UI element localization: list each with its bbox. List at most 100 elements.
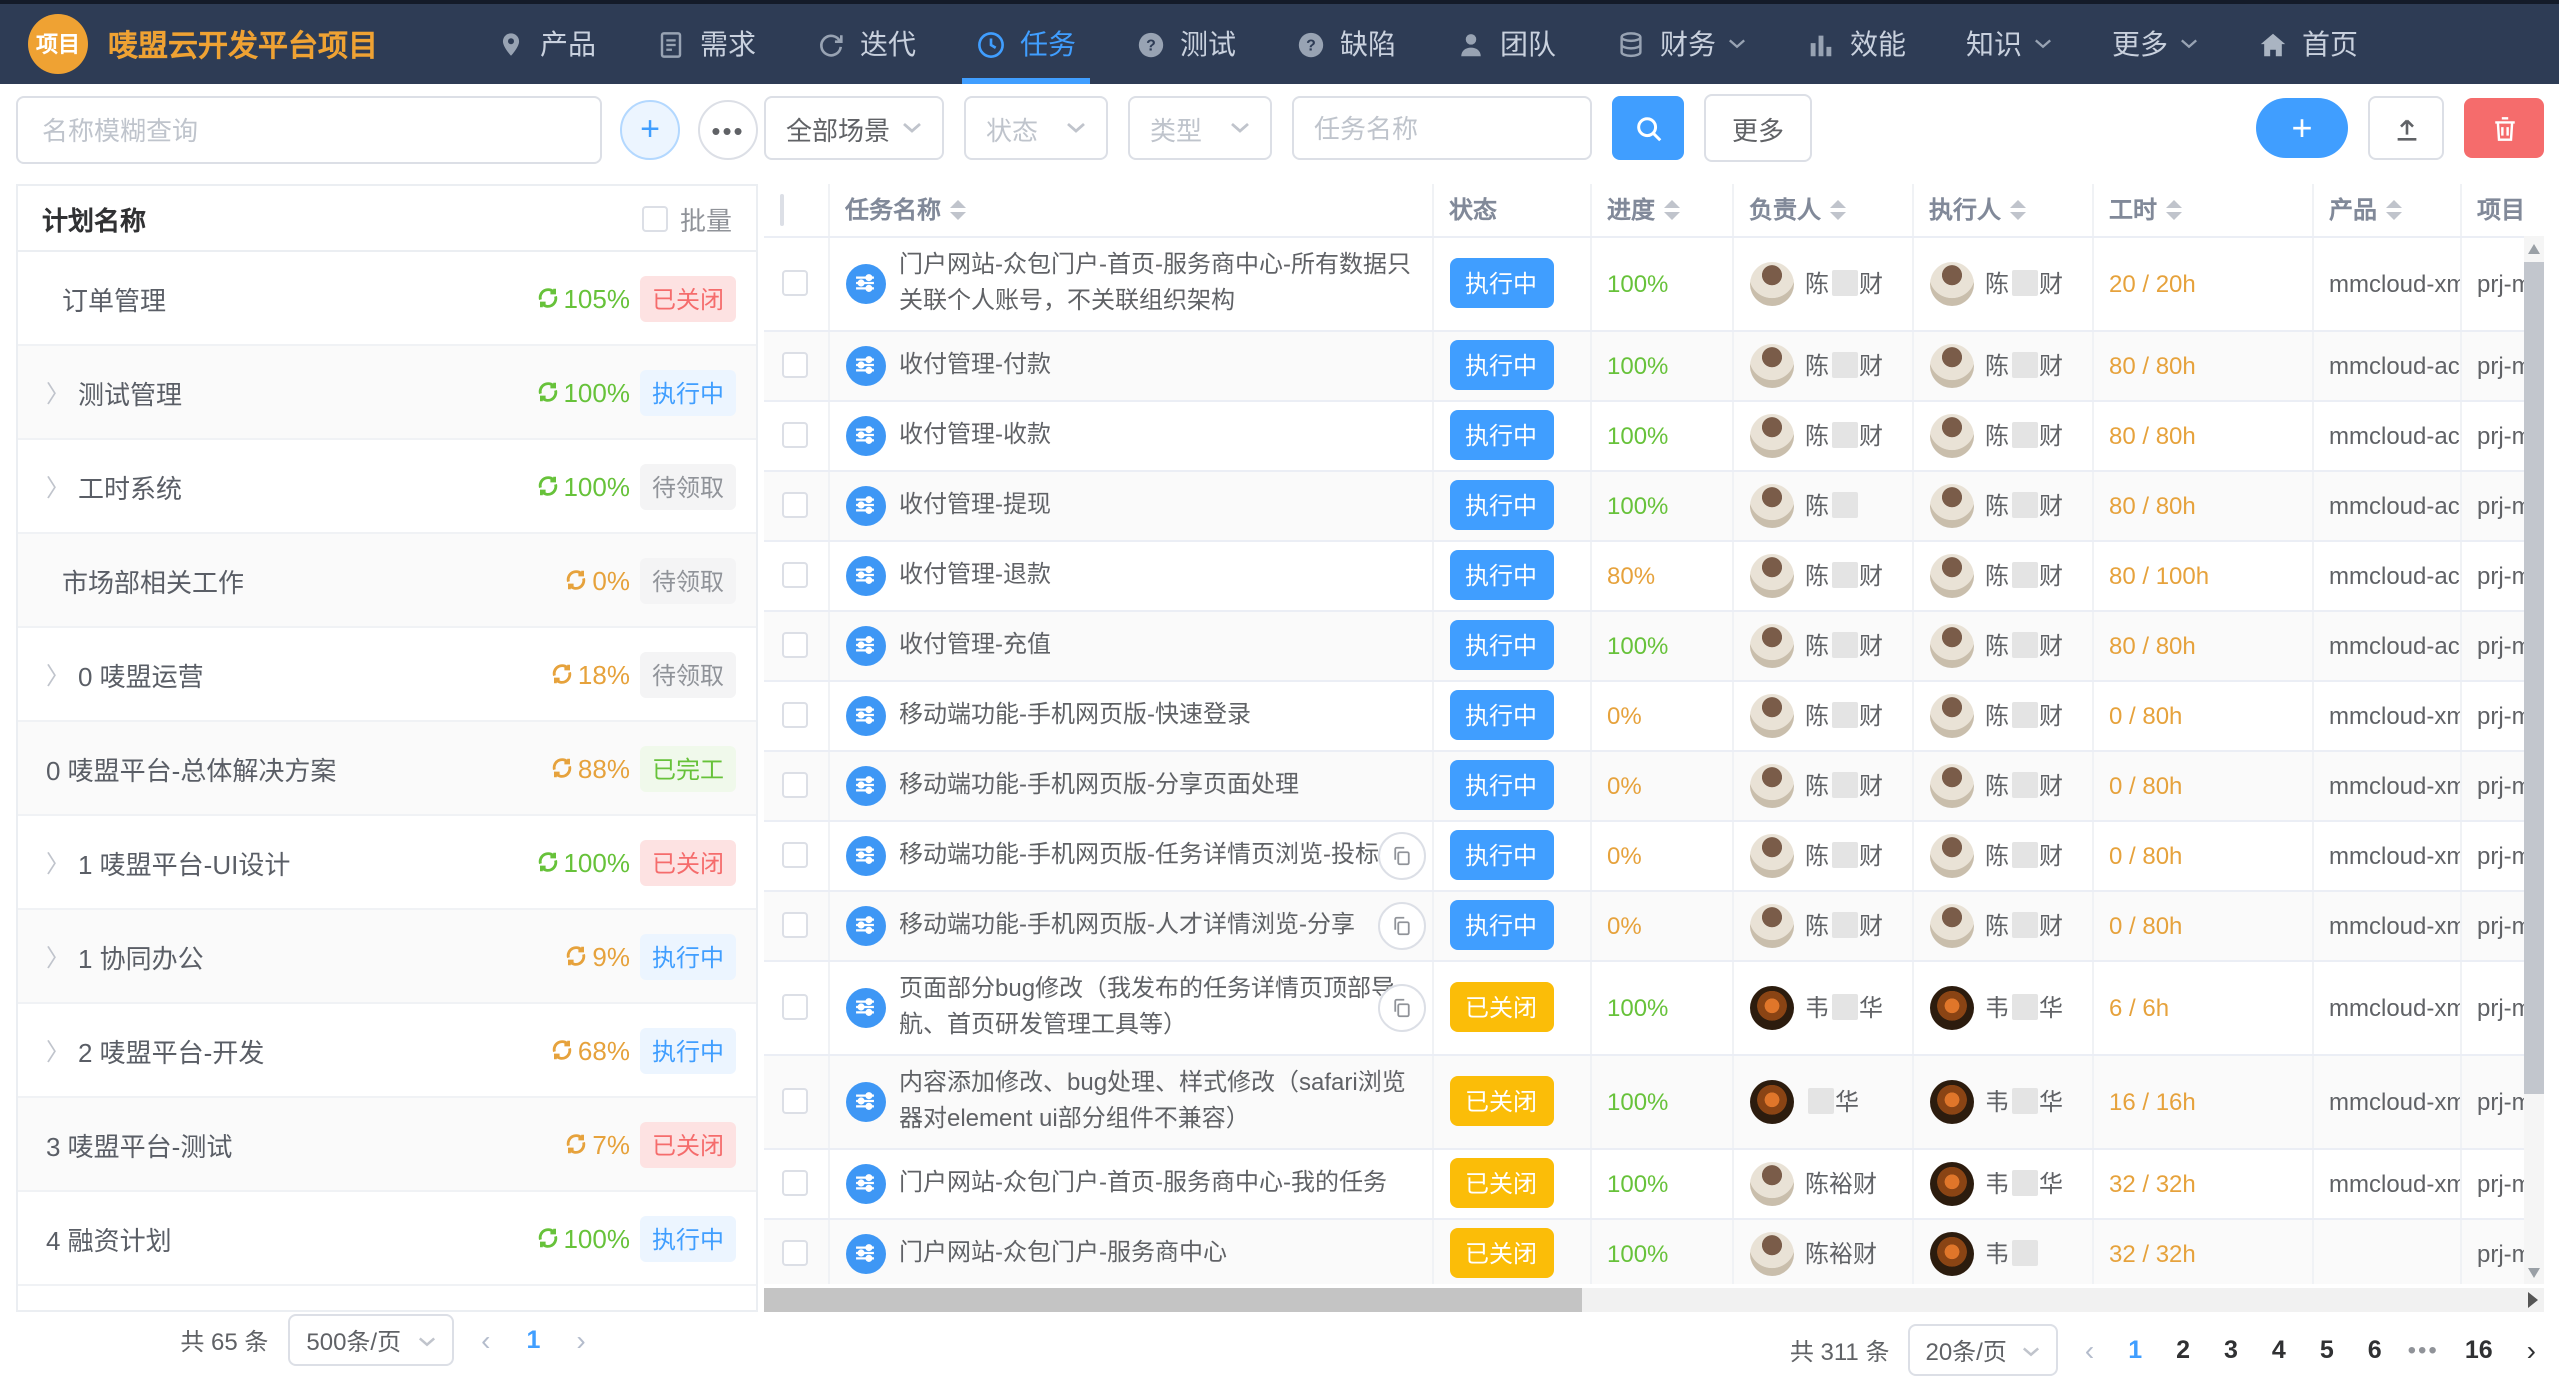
- page-number-6[interactable]: 6: [2367, 1336, 2382, 1364]
- table-row[interactable]: 收付管理-付款 执行中 100% 陈财 陈财 80 / 80h mmcloud-ac prj-…: [764, 330, 2524, 401]
- row-checkbox[interactable]: [782, 994, 809, 1020]
- row-checkbox[interactable]: [782, 492, 809, 518]
- select-all-checkbox[interactable]: [780, 193, 784, 226]
- plan-row[interactable]: 订单管理 105% 已关闭: [18, 252, 756, 346]
- table-row[interactable]: 收付管理-提现 执行中 100% 陈 陈财 80 / 80h mmcloud-ac prj-m: [764, 470, 2524, 541]
- expand-arrow-icon[interactable]: 〉: [46, 943, 71, 971]
- scroll-right-arrow[interactable]: [2520, 1288, 2544, 1312]
- table-row[interactable]: 门户网站-众包门户-首页-服务商中心-所有数据只关联个人账号，不关联组织架构 执行…: [764, 236, 2524, 331]
- plan-row[interactable]: 〉 2 唛盟平台-开发 68% 执行中: [18, 1004, 756, 1098]
- sort-arrows[interactable]: [2165, 199, 2182, 220]
- delete-button[interactable]: [2464, 98, 2544, 158]
- nav-item-团队[interactable]: 团队: [1426, 4, 1586, 84]
- horizontal-scroll-thumb[interactable]: [764, 1288, 1583, 1312]
- table-row[interactable]: 移动端功能-手机网页版-快速登录 执行中 0% 陈财 陈财 0 / 80h mmcloud-…: [764, 680, 2524, 751]
- expand-arrow-icon[interactable]: 〉: [46, 1037, 71, 1065]
- table-row[interactable]: 门户网站-众包门户-服务商中心 已关闭 100% 陈裕财 韦 32 / 32h prj-m: [764, 1218, 2524, 1284]
- table-row[interactable]: 门户网站-众包门户-首页-服务商中心-我的任务 已关闭 100% 陈裕财 韦华 32 / …: [764, 1148, 2524, 1219]
- copy-button[interactable]: [1377, 983, 1425, 1031]
- table-row[interactable]: 页面部分bug修改（我发布的任务详情页顶部导航、首页研发管理工具等） 已关闭 100…: [764, 960, 2524, 1055]
- table-row[interactable]: 收付管理-退款 执行中 80% 陈财 陈财 80 / 100h mmcloud-ac prj-…: [764, 540, 2524, 611]
- row-checkbox[interactable]: [782, 562, 809, 588]
- row-checkbox[interactable]: [782, 772, 809, 798]
- row-checkbox[interactable]: [782, 842, 809, 868]
- page-number-3[interactable]: 3: [2224, 1336, 2238, 1364]
- more-filters-button[interactable]: 更多: [1704, 94, 1813, 162]
- nav-item-知识[interactable]: 知识: [1936, 4, 2082, 84]
- plan-row[interactable]: 市场部相关工作 0% 待领取: [18, 534, 756, 628]
- scroll-up-arrow[interactable]: [2524, 236, 2544, 260]
- status-select[interactable]: 状态: [964, 96, 1108, 160]
- copy-button[interactable]: [1377, 831, 1425, 879]
- prev-page-button[interactable]: ‹: [481, 1324, 491, 1356]
- nav-item-缺陷[interactable]: ? 缺陷: [1266, 4, 1426, 84]
- page-number-16[interactable]: 16: [2464, 1336, 2493, 1364]
- table-row[interactable]: 收付管理-收款 执行中 100% 陈财 陈财 80 / 80h mmcloud-ac prj-…: [764, 400, 2524, 471]
- expand-arrow-icon[interactable]: 〉: [46, 473, 71, 501]
- scene-select[interactable]: 全部场景: [764, 96, 944, 160]
- page-size-select[interactable]: 500条/页: [288, 1314, 454, 1366]
- sort-arrows[interactable]: [2009, 199, 2026, 220]
- table-row[interactable]: 移动端功能-手机网页版-人才详情浏览-分享 执行中 0% 陈财 陈财 0 / 80h mmc…: [764, 890, 2524, 961]
- prev-page-button[interactable]: ‹: [2084, 1334, 2095, 1366]
- expand-arrow-icon[interactable]: 〉: [46, 379, 71, 407]
- row-checkbox[interactable]: [782, 270, 809, 296]
- sort-arrows[interactable]: [1829, 199, 1846, 220]
- plan-more-button[interactable]: •••: [698, 100, 758, 160]
- type-select[interactable]: 类型: [1128, 96, 1272, 160]
- scroll-down-arrow[interactable]: [2524, 1260, 2544, 1284]
- plan-search-input[interactable]: [16, 96, 602, 164]
- add-task-button[interactable]: +: [2256, 98, 2348, 158]
- row-checkbox[interactable]: [782, 702, 809, 728]
- expand-arrow-icon[interactable]: 〉: [46, 661, 71, 689]
- plan-row[interactable]: 〉 0 唛盟运营 18% 待领取: [18, 628, 756, 722]
- batch-checkbox[interactable]: [641, 205, 668, 231]
- plan-row[interactable]: 0 唛盟平台-总体解决方案 88% 已完工: [18, 722, 756, 816]
- plan-row[interactable]: 3 唛盟平台-测试 7% 已关闭: [18, 1098, 756, 1192]
- page-number-4[interactable]: 4: [2271, 1336, 2286, 1364]
- row-checkbox[interactable]: [782, 632, 809, 658]
- next-page-button[interactable]: ›: [576, 1324, 586, 1356]
- nav-item-测试[interactable]: ? 测试: [1106, 4, 1266, 84]
- plan-row[interactable]: 〉 1 唛盟平台-UI设计 100% 已关闭: [18, 816, 756, 910]
- task-name-input[interactable]: [1292, 96, 1592, 160]
- row-checkbox[interactable]: [782, 1088, 809, 1114]
- row-checkbox[interactable]: [782, 422, 809, 448]
- table-row[interactable]: 内容添加修改、bug处理、样式修改（safari浏览器对element ui部分…: [764, 1054, 2524, 1149]
- row-checkbox[interactable]: [782, 1240, 809, 1266]
- copy-button[interactable]: [1377, 901, 1425, 949]
- plan-row[interactable]: 〉测试管理 100% 执行中: [18, 346, 756, 440]
- nav-item-财务[interactable]: 财务: [1586, 4, 1776, 84]
- nav-item-产品[interactable]: 产品: [466, 4, 626, 84]
- page-number-1[interactable]: 1: [526, 1326, 541, 1354]
- plan-row[interactable]: 〉 1 协同办公 9% 执行中: [18, 910, 756, 1004]
- row-checkbox[interactable]: [782, 352, 809, 378]
- next-page-button[interactable]: ›: [2526, 1334, 2536, 1366]
- table-row[interactable]: 移动端功能-手机网页版-任务详情页浏览-投标-分享 执行中 0% 陈财 陈财 0 / 80…: [764, 820, 2524, 891]
- table-row[interactable]: 移动端功能-手机网页版-分享页面处理 执行中 0% 陈财 陈财 0 / 80h mmclou…: [764, 750, 2524, 821]
- row-checkbox[interactable]: [782, 912, 809, 938]
- sort-arrows[interactable]: [1663, 199, 1680, 220]
- plan-row[interactable]: 〉工时系统 100% 待领取: [18, 440, 756, 534]
- nav-item-需求[interactable]: 需求: [626, 4, 786, 84]
- nav-item-迭代[interactable]: 迭代: [786, 4, 946, 84]
- page-size-select[interactable]: 20条/页: [1907, 1324, 2059, 1376]
- sort-arrows[interactable]: [949, 199, 966, 220]
- table-row[interactable]: 收付管理-充值 执行中 100% 陈财 陈财 80 / 80h mmcloud-ac prj-…: [764, 610, 2524, 681]
- page-number-1[interactable]: 1: [2128, 1336, 2143, 1364]
- sort-arrows[interactable]: [2385, 199, 2402, 220]
- upload-button[interactable]: [2368, 96, 2444, 160]
- nav-item-更多[interactable]: 更多: [2082, 4, 2228, 84]
- nav-item-效能[interactable]: 效能: [1776, 4, 1936, 84]
- row-checkbox[interactable]: [782, 1170, 809, 1196]
- nav-item-任务[interactable]: 任务: [946, 4, 1106, 84]
- nav-item-首页[interactable]: 首页: [2228, 4, 2388, 84]
- page-ellipsis[interactable]: •••: [2407, 1336, 2439, 1364]
- add-plan-button[interactable]: +: [620, 100, 680, 160]
- expand-arrow-icon[interactable]: 〉: [46, 849, 71, 877]
- page-number-5[interactable]: 5: [2319, 1336, 2334, 1364]
- page-number-2[interactable]: 2: [2176, 1336, 2190, 1364]
- search-button[interactable]: [1612, 96, 1684, 160]
- vertical-scroll-thumb[interactable]: [2524, 262, 2544, 1094]
- plan-row[interactable]: 4 融资计划 100% 执行中: [18, 1192, 756, 1286]
